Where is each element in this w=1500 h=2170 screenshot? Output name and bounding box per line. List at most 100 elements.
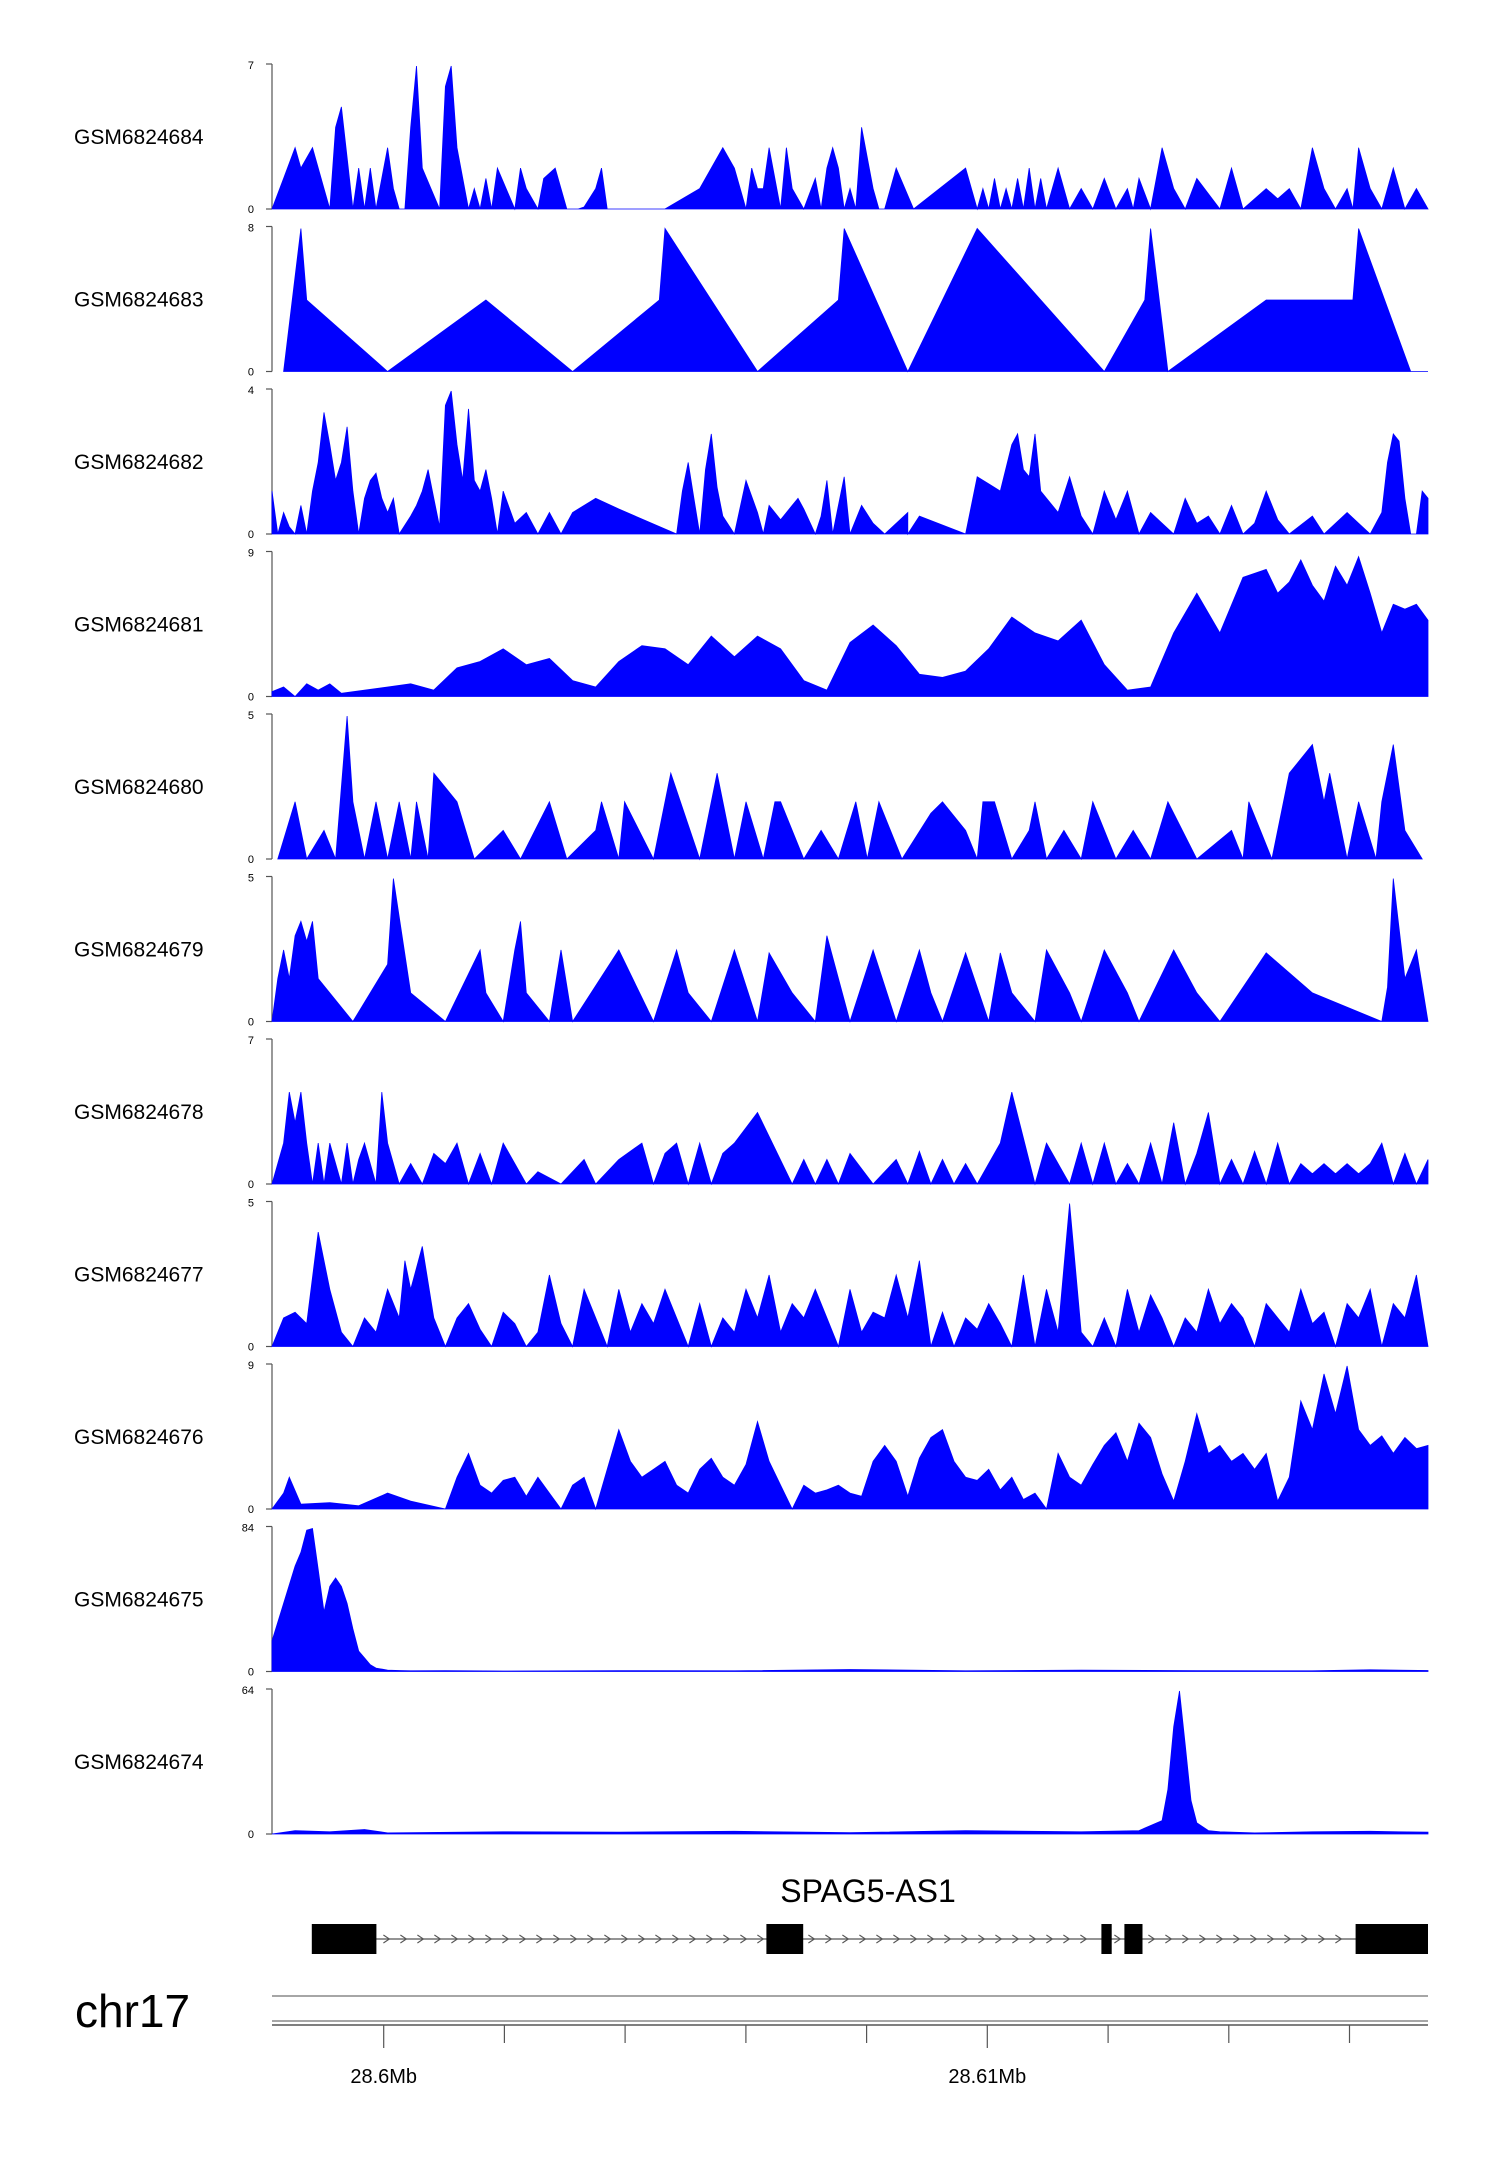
- strand-arrow: [451, 1934, 459, 1944]
- strand-arrow: [876, 1934, 884, 1944]
- strand-arrow: [1335, 1934, 1343, 1944]
- track-ymax-label: 5: [248, 1198, 254, 1210]
- axis-tick-label: 28.61Mb: [948, 2066, 1026, 2088]
- strand-arrow: [859, 1934, 867, 1944]
- coverage-area: [271, 1203, 1429, 1348]
- strand-arrow: [434, 1934, 442, 1944]
- track-GSM6824679: GSM6824679 5 0: [74, 873, 1429, 1029]
- coverage-area: [271, 1365, 1429, 1511]
- strand-arrow: [927, 1934, 935, 1944]
- strand-arrow: [1148, 1934, 1156, 1944]
- track-ymax-label: 7: [248, 60, 254, 72]
- track-ymin-label: 0: [248, 854, 254, 866]
- strand-arrow: [978, 1934, 986, 1944]
- track-GSM6824674: GSM6824674 64 0: [74, 1685, 1429, 1841]
- track-GSM6824682: GSM6824682 4 0: [74, 385, 1429, 541]
- track-ymax-label: 4: [248, 385, 254, 397]
- strand-arrow: [604, 1934, 612, 1944]
- strand-arrow: [621, 1934, 629, 1944]
- strand-arrow: [1301, 1934, 1309, 1944]
- strand-arrow: [502, 1934, 510, 1944]
- strand-arrow: [893, 1934, 901, 1944]
- track-ymax-label: 9: [248, 1360, 254, 1372]
- strand-arrow: [1114, 1934, 1122, 1944]
- coverage-area: [283, 227, 1428, 373]
- track-ymax-label: 9: [248, 548, 254, 560]
- strand-arrow: [468, 1934, 476, 1944]
- strand-arrow: [757, 1934, 765, 1944]
- track-ymax-label: 64: [242, 1685, 254, 1697]
- coverage-area: [271, 65, 1429, 211]
- gene-exons: [311, 1924, 1428, 1954]
- strand-arrow: [1318, 1934, 1326, 1944]
- track-name-label: GSM6824674: [74, 1751, 204, 1774]
- track-ymin-label: 0: [248, 1342, 254, 1354]
- strand-arrow: [740, 1934, 748, 1944]
- track-ymin-label: 0: [248, 1829, 254, 1841]
- axis-tick-label: 28.6Mb: [350, 2066, 417, 2088]
- coverage-area: [271, 1527, 1429, 1672]
- track-ymax-label: 5: [248, 710, 254, 722]
- coverage-area: [271, 390, 1429, 536]
- strand-arrow: [1216, 1934, 1224, 1944]
- strand-arrow: [638, 1934, 646, 1944]
- track-name-label: GSM6824683: [74, 289, 204, 312]
- strand-arrows: [383, 1934, 1343, 1944]
- track-ymax-label: 5: [248, 873, 254, 885]
- strand-arrow: [1182, 1934, 1190, 1944]
- track-GSM6824681: GSM6824681 9 0: [74, 548, 1429, 704]
- coverage-area: [271, 878, 1429, 1023]
- track-name-label: GSM6824681: [74, 614, 204, 637]
- track-name-label: GSM6824675: [74, 1589, 204, 1612]
- chromosome-label: chr17: [75, 1985, 190, 2037]
- strand-arrow: [400, 1934, 408, 1944]
- track-GSM6824680: GSM6824680 5 0: [74, 710, 1423, 866]
- strand-arrow: [808, 1934, 816, 1944]
- track-GSM6824678: GSM6824678 7 0: [74, 1035, 1429, 1191]
- track-ymax-label: 7: [248, 1035, 254, 1047]
- gene-name-label: SPAG5-AS1: [780, 1873, 955, 1909]
- track-GSM6824677: GSM6824677 5 0: [74, 1198, 1429, 1354]
- gene-annotation-track: SPAG5-AS1: [311, 1873, 1428, 1954]
- track-GSM6824683: GSM6824683 8 0: [74, 223, 1428, 379]
- strand-arrow: [825, 1934, 833, 1944]
- exon-block: [766, 1924, 804, 1954]
- coverage-area: [271, 1092, 1429, 1186]
- strand-arrow: [1199, 1934, 1207, 1944]
- strand-arrow: [1046, 1934, 1054, 1944]
- strand-arrow: [655, 1934, 663, 1944]
- track-ymin-label: 0: [248, 692, 254, 704]
- track-name-label: GSM6824684: [74, 126, 204, 149]
- genome-axis-track: chr17 28.6Mb 28.61Mb: [75, 1985, 1428, 2088]
- coverage-tracks: GSM682468470GSM682468380GSM682468240GSM6…: [74, 60, 1429, 1841]
- coverage-area: [271, 555, 1429, 698]
- strand-arrow: [1165, 1934, 1173, 1944]
- strand-arrow: [1080, 1934, 1088, 1944]
- strand-arrow: [536, 1934, 544, 1944]
- strand-arrow: [910, 1934, 918, 1944]
- track-name-label: GSM6824680: [74, 776, 204, 799]
- strand-arrow: [417, 1934, 425, 1944]
- strand-arrow: [553, 1934, 561, 1944]
- track-ymax-label: 8: [248, 223, 254, 235]
- axis-ticks: 28.6Mb 28.61Mb: [350, 2025, 1351, 2088]
- exon-block: [1124, 1924, 1143, 1954]
- strand-arrow: [1267, 1934, 1275, 1944]
- strand-arrow: [672, 1934, 680, 1944]
- track-ymin-label: 0: [248, 367, 254, 379]
- exon-block: [311, 1924, 377, 1954]
- coverage-area: [271, 1690, 1429, 1835]
- track-name-label: GSM6824682: [74, 451, 204, 474]
- strand-arrow: [1284, 1934, 1292, 1944]
- exon-block: [1101, 1924, 1112, 1954]
- track-name-label: GSM6824676: [74, 1426, 204, 1449]
- track-GSM6824684: GSM6824684 7 0: [74, 60, 1429, 216]
- track-ymin-label: 0: [248, 1504, 254, 1516]
- strand-arrow: [1250, 1934, 1258, 1944]
- strand-arrow: [944, 1934, 952, 1944]
- track-ymin-label: 0: [248, 1179, 254, 1191]
- strand-arrow: [587, 1934, 595, 1944]
- track-ymax-label: 84: [242, 1523, 254, 1535]
- strand-arrow: [1012, 1934, 1020, 1944]
- track-name-label: GSM6824678: [74, 1101, 204, 1124]
